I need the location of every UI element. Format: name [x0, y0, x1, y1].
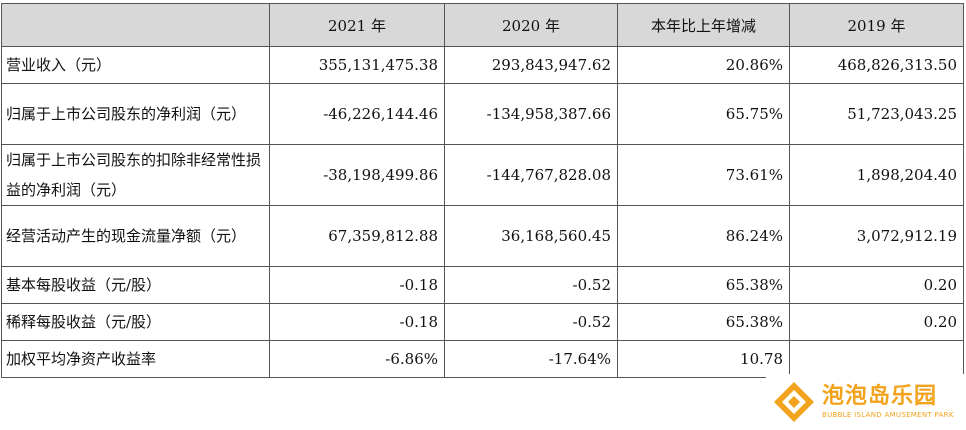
cell-change: 65.75%	[617, 83, 790, 145]
cell-2021: -0.18	[269, 303, 445, 341]
cell-change: 65.38%	[617, 303, 790, 341]
cell-2019: 0.20	[789, 266, 964, 304]
row-label: 营业收入（元）	[1, 46, 270, 84]
cell-2020: 36,168,560.45	[444, 205, 618, 267]
row-label: 基本每股收益（元/股）	[1, 266, 270, 304]
watermark-subtitle: BUBBLE ISLAND AMUSEMENT PARK	[822, 411, 954, 419]
table-row: 基本每股收益（元/股） -0.18 -0.52 65.38% 0.20	[1, 266, 964, 304]
row-label: 加权平均净资产收益率	[1, 340, 270, 378]
cell-2021: -38,198,499.86	[269, 144, 445, 206]
cell-change: 65.38%	[617, 266, 790, 304]
cell-change: 73.61%	[617, 144, 790, 206]
header-cell-change: 本年比上年增减	[617, 3, 790, 47]
cell-2021: 355,131,475.38	[269, 46, 445, 84]
table-row: 稀释每股收益（元/股） -0.18 -0.52 65.38% 0.20	[1, 303, 964, 341]
cell-2020: -134,958,387.66	[444, 83, 618, 145]
header-cell-label	[1, 3, 270, 47]
cell-2019: 1,898,204.40	[789, 144, 964, 206]
cell-2020: 293,843,947.62	[444, 46, 618, 84]
cell-change: 86.24%	[617, 205, 790, 267]
row-label: 稀释每股收益（元/股）	[1, 303, 270, 341]
header-cell-2020: 2020 年	[444, 3, 618, 47]
cell-2020: -0.52	[444, 303, 618, 341]
cell-2020: -17.64%	[444, 340, 618, 378]
cell-2021: -46,226,144.46	[269, 83, 445, 145]
row-label: 归属于上市公司股东的净利润（元）	[1, 83, 270, 145]
table-header-row: 2021 年 2020 年 本年比上年增减 2019 年	[1, 3, 964, 47]
table-row: 归属于上市公司股东的扣除非经常性损益的净利润（元） -38,198,499.86…	[1, 144, 964, 206]
table-row: 经营活动产生的现金流量净额（元） 67,359,812.88 36,168,56…	[1, 205, 964, 267]
cell-change: 20.86%	[617, 46, 790, 84]
row-label: 归属于上市公司股东的扣除非经常性损益的净利润（元）	[1, 144, 270, 206]
diamond-logo-icon	[774, 382, 814, 422]
cell-2021: 67,359,812.88	[269, 205, 445, 267]
table-row: 归属于上市公司股东的净利润（元） -46,226,144.46 -134,958…	[1, 83, 964, 145]
cell-2021: -6.86%	[269, 340, 445, 378]
header-cell-2021: 2021 年	[269, 3, 445, 47]
cell-2019	[789, 340, 964, 378]
cell-2019: 468,826,313.50	[789, 46, 964, 84]
header-cell-2019: 2019 年	[789, 3, 964, 47]
row-label: 经营活动产生的现金流量净额（元）	[1, 205, 270, 267]
cell-2020: -144,767,828.08	[444, 144, 618, 206]
cell-change: 10.78	[617, 340, 790, 378]
cell-2019: 51,723,043.25	[789, 83, 964, 145]
table-row: 加权平均净资产收益率 -6.86% -17.64% 10.78	[1, 340, 964, 378]
financial-data-table: 2021 年 2020 年 本年比上年增减 2019 年 营业收入（元） 355…	[1, 3, 964, 378]
cell-2019: 0.20	[789, 303, 964, 341]
cell-2020: -0.52	[444, 266, 618, 304]
watermark-title: 泡泡岛乐园	[822, 384, 938, 409]
cell-2021: -0.18	[269, 266, 445, 304]
watermark-logo: 泡泡岛乐园 BUBBLE ISLAND AMUSEMENT PARK	[766, 374, 966, 430]
table-row: 营业收入（元） 355,131,475.38 293,843,947.62 20…	[1, 46, 964, 84]
cell-2019: 3,072,912.19	[789, 205, 964, 267]
